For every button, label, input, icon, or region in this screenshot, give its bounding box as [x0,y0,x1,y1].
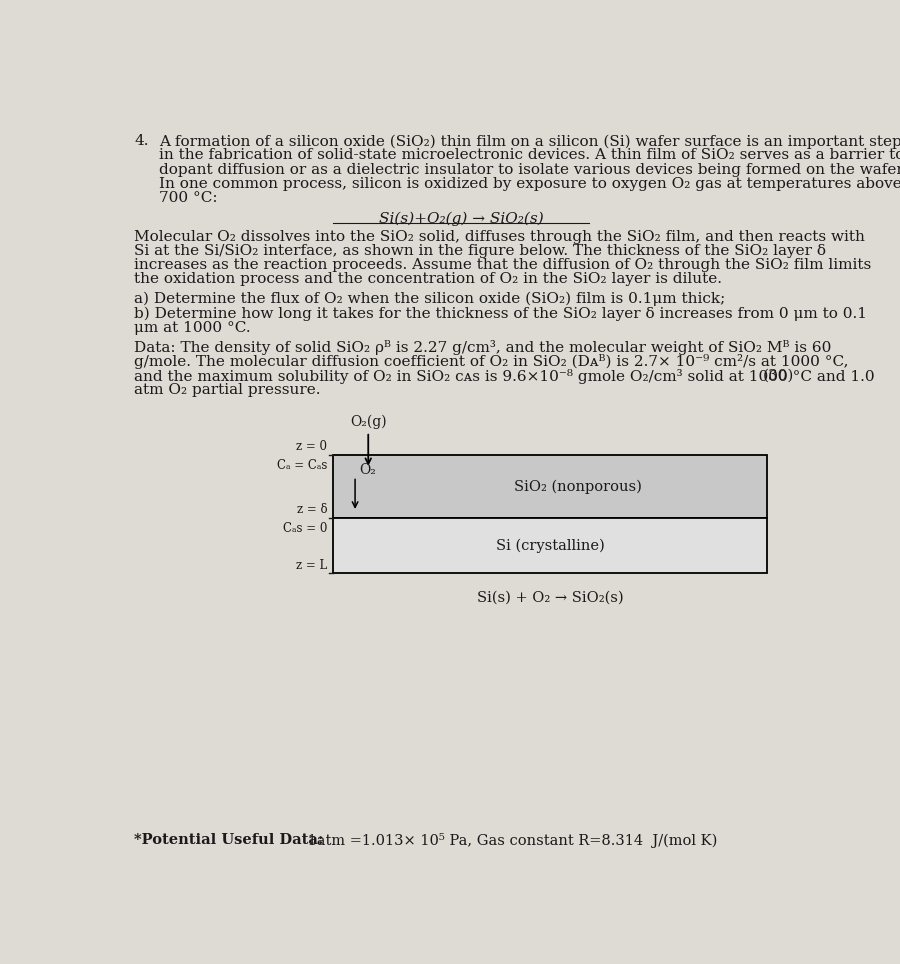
Text: Si(s)+O₂(g) → SiO₂(s): Si(s)+O₂(g) → SiO₂(s) [379,211,544,226]
Text: in the fabrication of solid-state microelectronic devices. A thin film of SiO₂ s: in the fabrication of solid-state microe… [159,148,900,162]
Text: increases as the reaction proceeds. Assume that the diffusion of O₂ through the : increases as the reaction proceeds. Assu… [134,258,871,272]
Text: g/mole. The molecular diffusion coefficient of O₂ in SiO₂ (Dᴀᴮ) is 2.7× 10⁻⁹ cm²: g/mole. The molecular diffusion coeffici… [134,355,849,369]
Text: b) Determine how long it takes for the thickness of the SiO₂ layer δ increases f: b) Determine how long it takes for the t… [134,307,868,321]
Bar [333,518,768,574]
Text: Si at the Si/SiO₂ interface, as shown in the figure below. The thickness of the : Si at the Si/SiO₂ interface, as shown in… [134,244,826,258]
Text: 4.: 4. [134,134,148,148]
Text: A formation of a silicon oxide (SiO₂) thin film on a silicon (Si) wafer surface : A formation of a silicon oxide (SiO₂) th… [159,134,900,148]
Text: Cₐ = Cₐs: Cₐ = Cₐs [277,459,328,471]
Text: Si (crystalline): Si (crystalline) [496,539,605,553]
Text: z = δ: z = δ [297,503,328,517]
Text: O₂: O₂ [359,463,376,476]
Text: 1atm =1.013× 10⁵ Pa, Gas constant R=8.314  J/(mol K): 1atm =1.013× 10⁵ Pa, Gas constant R=8.31… [303,833,717,848]
Text: Si(s) + O₂ → SiO₂(s): Si(s) + O₂ → SiO₂(s) [477,590,624,604]
Text: Cₐs = 0: Cₐs = 0 [283,522,328,535]
Text: z = L: z = L [296,559,328,572]
Text: In one common process, silicon is oxidized by exposure to oxygen O₂ gas at tempe: In one common process, silicon is oxidiz… [159,177,900,191]
Text: a) Determine the flux of O₂ when the silicon oxide (SiO₂) film is 0.1μm thick;: a) Determine the flux of O₂ when the sil… [134,292,725,307]
Text: (30): (30) [763,368,795,383]
Text: and the maximum solubility of O₂ in SiO₂ cᴀs is 9.6×10⁻⁸ gmole O₂/cm³ solid at 1: and the maximum solubility of O₂ in SiO₂… [134,368,875,384]
Text: SiO₂ (nonporous): SiO₂ (nonporous) [514,479,642,494]
Bar [333,455,768,518]
Text: O₂(g): O₂(g) [350,415,387,429]
Text: *Potential Useful Data:: *Potential Useful Data: [134,833,324,847]
Text: Molecular O₂ dissolves into the SiO₂ solid, diffuses through the SiO₂ film, and : Molecular O₂ dissolves into the SiO₂ sol… [134,229,865,244]
Text: dopant diffusion or as a dielectric insulator to isolate various devices being f: dopant diffusion or as a dielectric insu… [159,163,900,176]
Text: Data: The density of solid SiO₂ ρᴮ is 2.27 g/cm³, and the molecular weight of Si: Data: The density of solid SiO₂ ρᴮ is 2.… [134,340,832,355]
Text: z = 0: z = 0 [296,441,328,453]
Text: 700 °C:: 700 °C: [159,191,218,205]
Text: the oxidation process and the concentration of O₂ in the SiO₂ layer is dilute.: the oxidation process and the concentrat… [134,273,722,286]
Text: atm O₂ partial pressure.: atm O₂ partial pressure. [134,383,320,397]
Text: μm at 1000 °C.: μm at 1000 °C. [134,320,251,335]
